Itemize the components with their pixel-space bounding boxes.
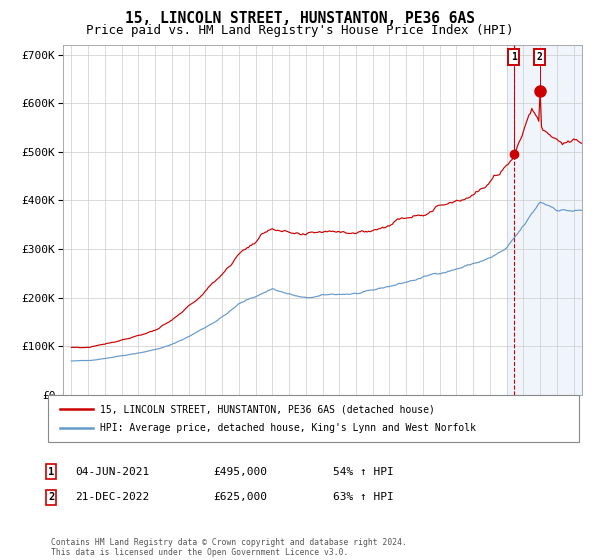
Text: £495,000: £495,000	[213, 466, 267, 477]
Text: 54% ↑ HPI: 54% ↑ HPI	[333, 466, 394, 477]
Text: HPI: Average price, detached house, King's Lynn and West Norfolk: HPI: Average price, detached house, King…	[100, 423, 476, 433]
Text: 15, LINCOLN STREET, HUNSTANTON, PE36 6AS (detached house): 15, LINCOLN STREET, HUNSTANTON, PE36 6AS…	[100, 404, 435, 414]
Text: 63% ↑ HPI: 63% ↑ HPI	[333, 492, 394, 502]
Text: 1: 1	[48, 466, 54, 477]
Text: 21-DEC-2022: 21-DEC-2022	[75, 492, 149, 502]
Text: 15, LINCOLN STREET, HUNSTANTON, PE36 6AS: 15, LINCOLN STREET, HUNSTANTON, PE36 6AS	[125, 11, 475, 26]
Bar	[506, 45, 582, 395]
Text: Contains HM Land Registry data © Crown copyright and database right 2024.
This d: Contains HM Land Registry data © Crown c…	[51, 538, 407, 557]
Text: 04-JUN-2021: 04-JUN-2021	[75, 466, 149, 477]
Text: Price paid vs. HM Land Registry's House Price Index (HPI): Price paid vs. HM Land Registry's House …	[86, 24, 514, 36]
Text: 2: 2	[48, 492, 54, 502]
Text: 1: 1	[511, 52, 517, 62]
Text: £625,000: £625,000	[213, 492, 267, 502]
Text: 2: 2	[537, 52, 542, 62]
